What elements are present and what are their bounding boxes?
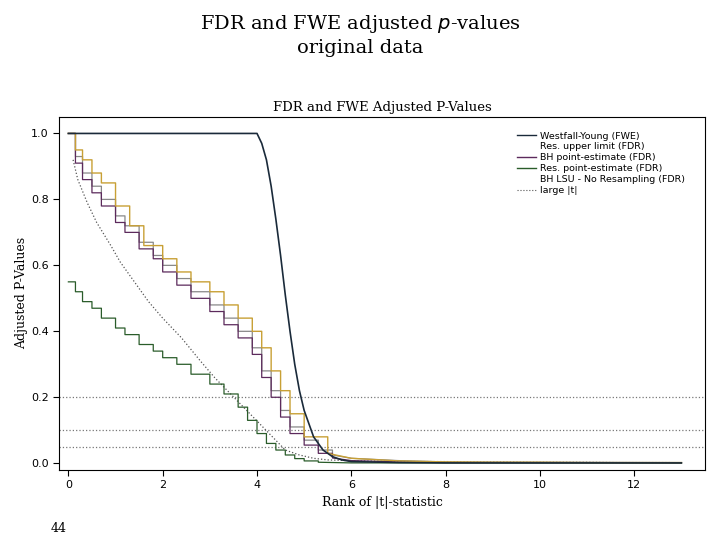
X-axis label: Rank of |t|-statistic: Rank of |t|-statistic — [322, 496, 442, 509]
Legend: Westfall-Young (FWE), Res. upper limit (FDR), BH point-estimate (FDR), Res. poin: Westfall-Young (FWE), Res. upper limit (… — [514, 129, 688, 198]
Text: FDR and FWE adjusted $p$-values: FDR and FWE adjusted $p$-values — [199, 14, 521, 35]
Text: 44: 44 — [50, 522, 66, 535]
Text: original data: original data — [297, 38, 423, 57]
Title: FDR and FWE Adjusted P-Values: FDR and FWE Adjusted P-Values — [273, 102, 491, 114]
Y-axis label: Adjusted P-Values: Adjusted P-Values — [15, 237, 28, 349]
